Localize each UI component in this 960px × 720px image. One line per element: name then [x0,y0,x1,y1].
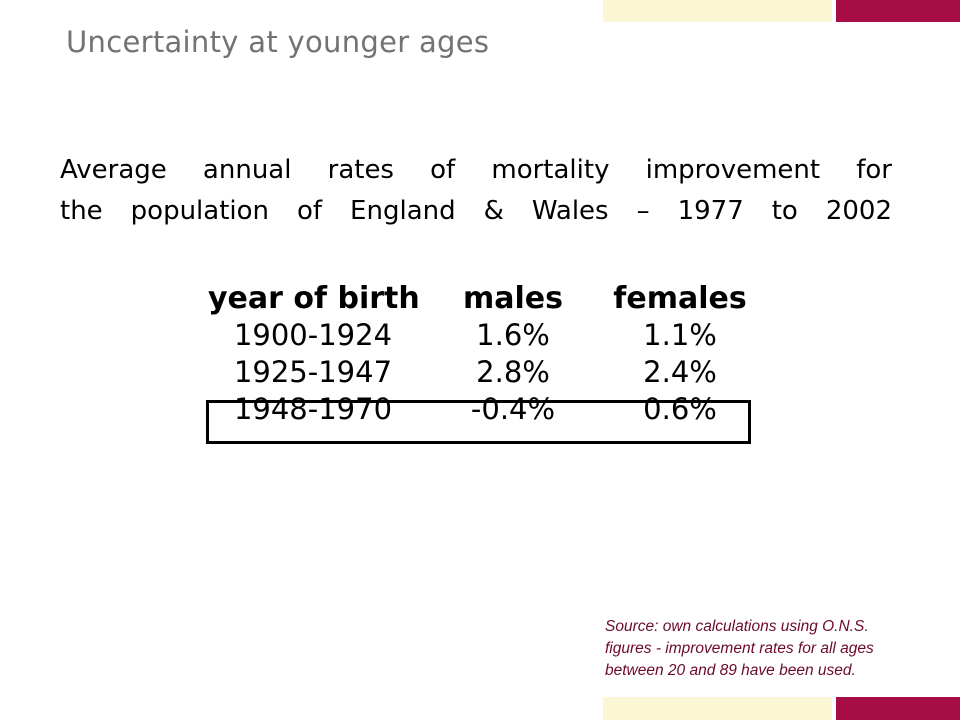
females-cell: 0.6% [643,392,717,426]
source-note-line: figures - improvement rates for all ages [605,640,874,657]
column-header-year-of-birth: year of birth [208,281,420,316]
slide-heading: Average annual rates of mortality improv… [60,150,892,232]
table-row: 1925-1947 2.8% 2.4% [208,354,753,391]
top-maroon-bar [836,0,960,22]
males-cell: -0.4% [470,392,556,426]
table-row: 1948-1970 -0.4% 0.6% [208,391,753,428]
heading-line: Average annual rates of mortality improv… [60,155,892,185]
column-header-males: males [463,281,563,316]
slide-title: Uncertainty at younger ages [66,25,490,59]
males-cell: 2.8% [476,355,550,389]
top-cream-bar [603,0,832,22]
source-note-line: between 20 and 89 have been used. [605,662,856,679]
bottom-cream-bar [603,697,832,720]
year-cell: 1900-1924 [233,318,393,352]
highlight-box [206,400,751,444]
source-note: Source: own calculations using O.N.S. fi… [605,616,935,682]
males-cell: 1.6% [476,318,550,352]
table-header-row: year of birth males females [208,280,753,317]
heading-line: the population of England & Wales – 1977… [60,196,892,226]
table-row: 1900-1924 1.6% 1.1% [208,317,753,354]
year-cell: 1925-1947 [233,355,393,389]
bottom-maroon-bar [836,697,960,720]
column-header-females: females [613,281,747,316]
females-cell: 2.4% [643,355,717,389]
year-cell: 1948-1970 [233,392,393,426]
females-cell: 1.1% [643,318,717,352]
source-note-line: Source: own calculations using O.N.S. [605,618,869,635]
mortality-rates-table: year of birth males females 1900-1924 1.… [208,280,753,428]
